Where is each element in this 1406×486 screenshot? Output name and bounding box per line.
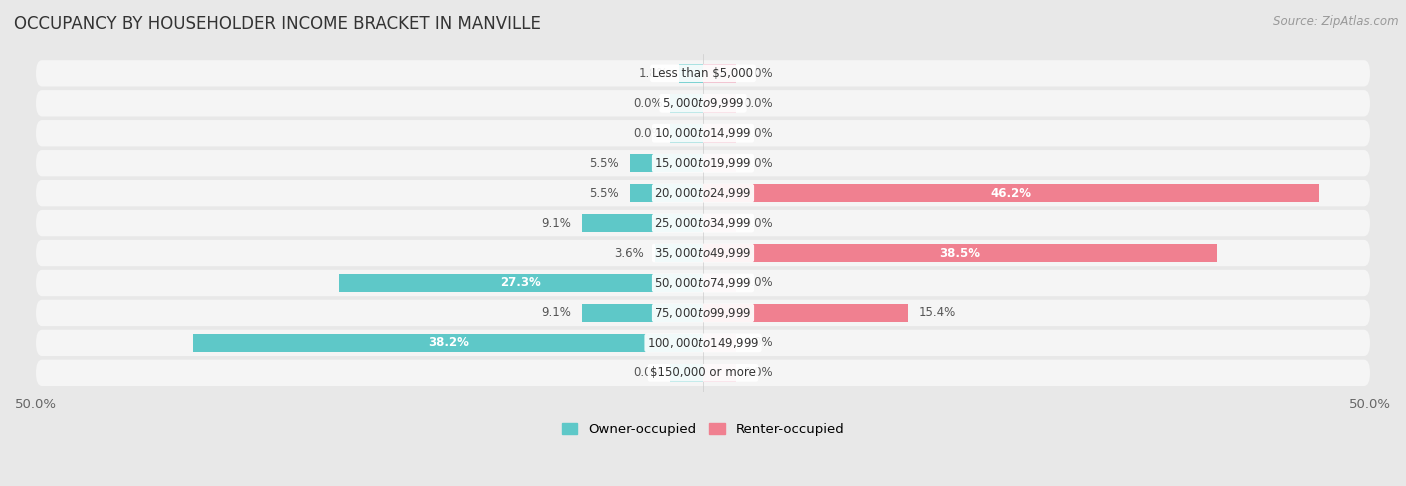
Text: 0.0%: 0.0% — [633, 127, 664, 140]
Text: 0.0%: 0.0% — [742, 366, 773, 380]
Text: 15.4%: 15.4% — [920, 307, 956, 319]
Text: $15,000 to $19,999: $15,000 to $19,999 — [654, 156, 752, 170]
Text: 5.5%: 5.5% — [589, 156, 619, 170]
Text: 46.2%: 46.2% — [991, 187, 1032, 200]
Bar — [630, 184, 703, 203]
Bar — [703, 214, 737, 232]
Text: 9.1%: 9.1% — [541, 217, 571, 229]
Bar — [339, 274, 703, 292]
Text: $5,000 to $9,999: $5,000 to $9,999 — [662, 96, 744, 110]
Text: $75,000 to $99,999: $75,000 to $99,999 — [654, 306, 752, 320]
Bar — [703, 274, 737, 292]
Text: 0.0%: 0.0% — [742, 156, 773, 170]
Text: 0.0%: 0.0% — [742, 67, 773, 80]
Text: $35,000 to $49,999: $35,000 to $49,999 — [654, 246, 752, 260]
Text: $100,000 to $149,999: $100,000 to $149,999 — [647, 336, 759, 350]
FancyBboxPatch shape — [37, 270, 1369, 296]
Bar — [703, 64, 737, 83]
FancyBboxPatch shape — [37, 300, 1369, 326]
Legend: Owner-occupied, Renter-occupied: Owner-occupied, Renter-occupied — [561, 423, 845, 436]
Text: Source: ZipAtlas.com: Source: ZipAtlas.com — [1274, 15, 1399, 28]
Text: 0.0%: 0.0% — [742, 336, 773, 349]
Text: 0.0%: 0.0% — [742, 97, 773, 110]
Bar — [630, 154, 703, 173]
Bar — [703, 333, 737, 352]
Bar — [582, 214, 703, 232]
Text: 0.0%: 0.0% — [742, 127, 773, 140]
FancyBboxPatch shape — [37, 240, 1369, 266]
Text: 38.5%: 38.5% — [939, 246, 980, 260]
FancyBboxPatch shape — [37, 90, 1369, 117]
Bar — [669, 94, 703, 113]
Bar — [703, 184, 1319, 203]
Text: $50,000 to $74,999: $50,000 to $74,999 — [654, 276, 752, 290]
FancyBboxPatch shape — [37, 330, 1369, 356]
Text: Less than $5,000: Less than $5,000 — [652, 67, 754, 80]
FancyBboxPatch shape — [37, 120, 1369, 146]
Text: OCCUPANCY BY HOUSEHOLDER INCOME BRACKET IN MANVILLE: OCCUPANCY BY HOUSEHOLDER INCOME BRACKET … — [14, 15, 541, 33]
Text: $10,000 to $14,999: $10,000 to $14,999 — [654, 126, 752, 140]
Text: 0.0%: 0.0% — [742, 217, 773, 229]
Text: 9.1%: 9.1% — [541, 307, 571, 319]
FancyBboxPatch shape — [37, 210, 1369, 236]
FancyBboxPatch shape — [37, 360, 1369, 386]
Bar — [582, 304, 703, 322]
Bar — [194, 333, 703, 352]
FancyBboxPatch shape — [37, 150, 1369, 176]
Bar — [703, 154, 737, 173]
FancyBboxPatch shape — [37, 180, 1369, 207]
Bar — [679, 64, 703, 83]
Text: $20,000 to $24,999: $20,000 to $24,999 — [654, 186, 752, 200]
Text: 0.0%: 0.0% — [633, 97, 664, 110]
Bar — [703, 364, 737, 382]
Text: 5.5%: 5.5% — [589, 187, 619, 200]
Bar — [669, 364, 703, 382]
Text: $25,000 to $34,999: $25,000 to $34,999 — [654, 216, 752, 230]
Text: 1.8%: 1.8% — [638, 67, 668, 80]
Text: 27.3%: 27.3% — [501, 277, 541, 290]
Text: 0.0%: 0.0% — [633, 366, 664, 380]
Bar — [703, 94, 737, 113]
Text: 0.0%: 0.0% — [742, 277, 773, 290]
Text: 3.6%: 3.6% — [614, 246, 644, 260]
Bar — [703, 124, 737, 142]
Bar — [655, 244, 703, 262]
FancyBboxPatch shape — [37, 60, 1369, 87]
Bar — [703, 244, 1216, 262]
Bar — [669, 124, 703, 142]
Text: 38.2%: 38.2% — [427, 336, 468, 349]
Bar — [703, 304, 908, 322]
Text: $150,000 or more: $150,000 or more — [650, 366, 756, 380]
